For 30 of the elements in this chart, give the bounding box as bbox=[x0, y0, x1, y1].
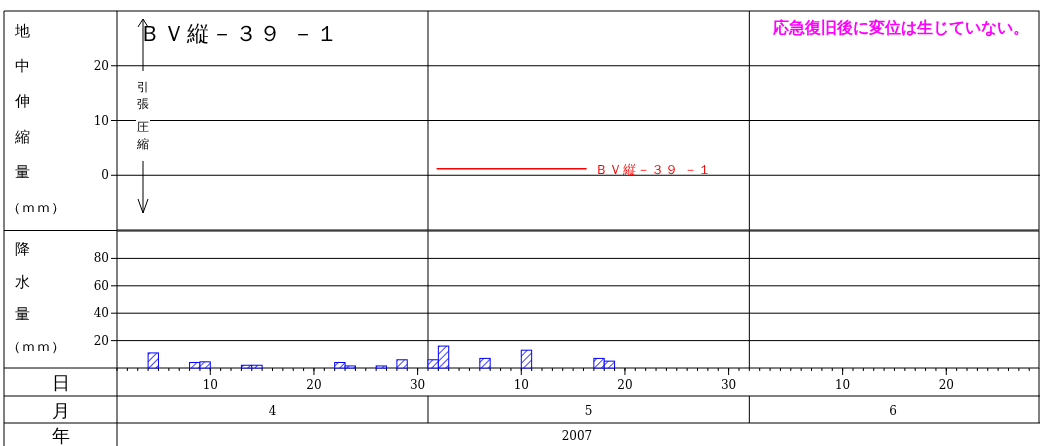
text: 月 bbox=[51, 399, 70, 421]
text: ＢＶ縦－３９ －１ bbox=[139, 21, 340, 46]
x-tick-label: 10 bbox=[513, 378, 529, 392]
text: 6 bbox=[889, 403, 897, 418]
y-tick-label: 0 bbox=[101, 168, 109, 183]
y-tick-label: 20 bbox=[93, 58, 109, 73]
x-tick-label: 30 bbox=[409, 378, 426, 392]
x-tick-label: 10 bbox=[834, 378, 851, 392]
y-tick-label: 20 bbox=[93, 333, 109, 348]
annotation: 引張 bbox=[137, 80, 149, 111]
annotation: 圧縮 bbox=[136, 120, 149, 151]
annotation: 応急復旧後に変位は生じていない。 bbox=[772, 18, 1029, 37]
text: 4 bbox=[268, 403, 277, 418]
x-tick-label: 10 bbox=[202, 378, 218, 392]
x-tick-label: 20 bbox=[938, 378, 954, 392]
legend-label: ＢＶ縦－３９ －１ bbox=[594, 161, 712, 177]
y-axis-title: 降水量（ｍｍ） bbox=[6, 240, 66, 355]
x-tick-label: 30 bbox=[720, 378, 737, 392]
x-tick-label: 20 bbox=[306, 378, 322, 392]
text: 日 bbox=[51, 372, 70, 393]
y-tick-label: 10 bbox=[93, 113, 109, 128]
y-tick-label: 60 bbox=[93, 278, 109, 293]
series-label: ＢＶ縦－３９ －１ bbox=[435, 161, 712, 177]
text: 2007 bbox=[561, 428, 593, 443]
y-tick-label: 40 bbox=[93, 306, 109, 321]
text: 5 bbox=[584, 403, 593, 418]
text: 地中伸縮量（ｍｍ） bbox=[6, 22, 58, 215]
text: 年 bbox=[51, 424, 70, 446]
x-tick-label: 20 bbox=[617, 378, 633, 392]
y-tick-label: 80 bbox=[93, 251, 109, 266]
